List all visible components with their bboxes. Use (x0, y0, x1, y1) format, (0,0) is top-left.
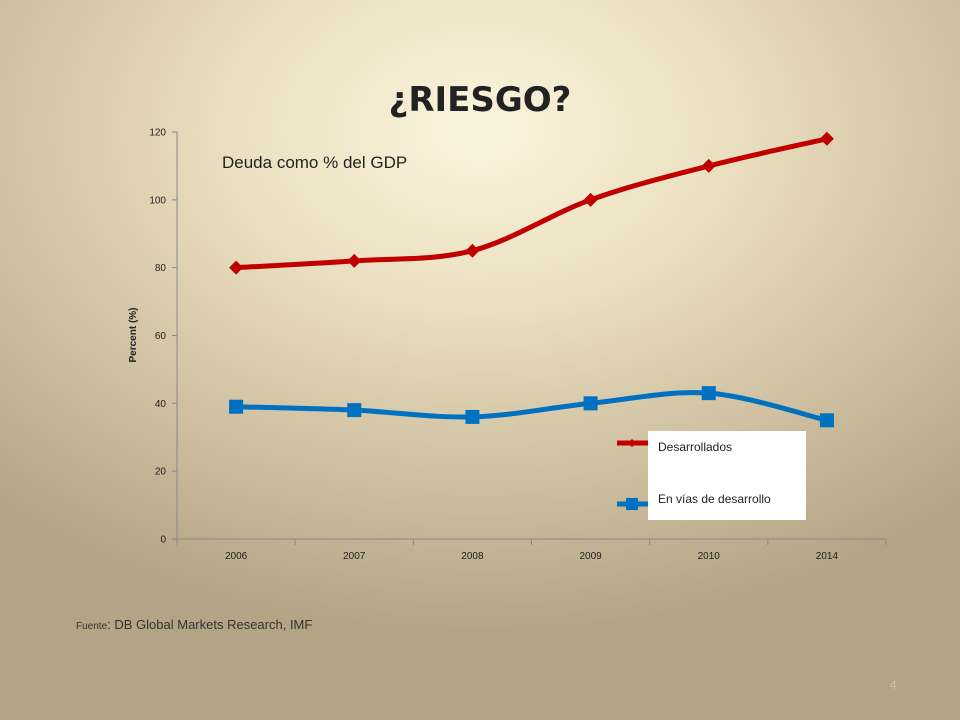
y-tick-label: 120 (149, 128, 166, 139)
x-tick-label: 2009 (579, 551, 602, 562)
page-number: 4 (890, 678, 897, 692)
data-point (465, 409, 480, 424)
data-point (701, 386, 716, 401)
x-tick-label: 2014 (816, 551, 839, 562)
legend-box (648, 431, 806, 520)
legend-label: Desarrollados (658, 440, 732, 454)
series-line (233, 390, 830, 423)
y-tick-label: 40 (155, 399, 167, 410)
data-point (229, 399, 244, 414)
series-layer (229, 131, 834, 428)
data-point (583, 192, 598, 207)
source-db: : DB Global (107, 617, 174, 632)
chart-title: Deuda como % del GDP (222, 153, 407, 172)
y-tick-label: 100 (149, 195, 166, 206)
x-tick-label: 2006 (225, 551, 248, 562)
data-point (229, 260, 244, 275)
series-1 (229, 131, 834, 275)
x-tick-label: 2007 (343, 551, 366, 562)
x-tick-labels: 2006 2007 2008 2009 2010 2014 (225, 551, 839, 562)
x-tick-label: 2010 (698, 551, 721, 562)
data-point (347, 403, 362, 418)
chart-axes (172, 131, 887, 545)
data-point (465, 243, 480, 258)
data-point (701, 158, 716, 173)
legend-swatch-marker (628, 439, 636, 447)
series-2 (229, 386, 834, 428)
data-point (819, 413, 834, 428)
slide-title: ¿RIESGO? (388, 80, 572, 120)
source-prefix: Fuente (76, 621, 108, 632)
series-line (233, 136, 830, 271)
legend-label: En vías de desarrollo (658, 492, 771, 506)
source-rest: Markets Research, IMF (173, 617, 313, 632)
y-tick-labels: 0 20 40 60 80 100 120 (149, 128, 166, 546)
y-tick-label: 80 (155, 263, 167, 274)
y-tick-label: 20 (155, 467, 167, 478)
data-point (583, 396, 598, 411)
legend: Desarrollados En vías de desarrollo (617, 431, 806, 520)
y-tick-label: 60 (155, 331, 167, 342)
x-tick-label: 2008 (461, 551, 484, 562)
y-axis-label: Percent (%) (128, 307, 139, 362)
data-point (347, 253, 362, 268)
y-tick-label: 0 (160, 535, 166, 546)
legend-swatch-marker (626, 498, 638, 510)
source-note: Fuente: DB Global Markets Research, IMF (76, 617, 312, 632)
data-point (819, 131, 834, 146)
